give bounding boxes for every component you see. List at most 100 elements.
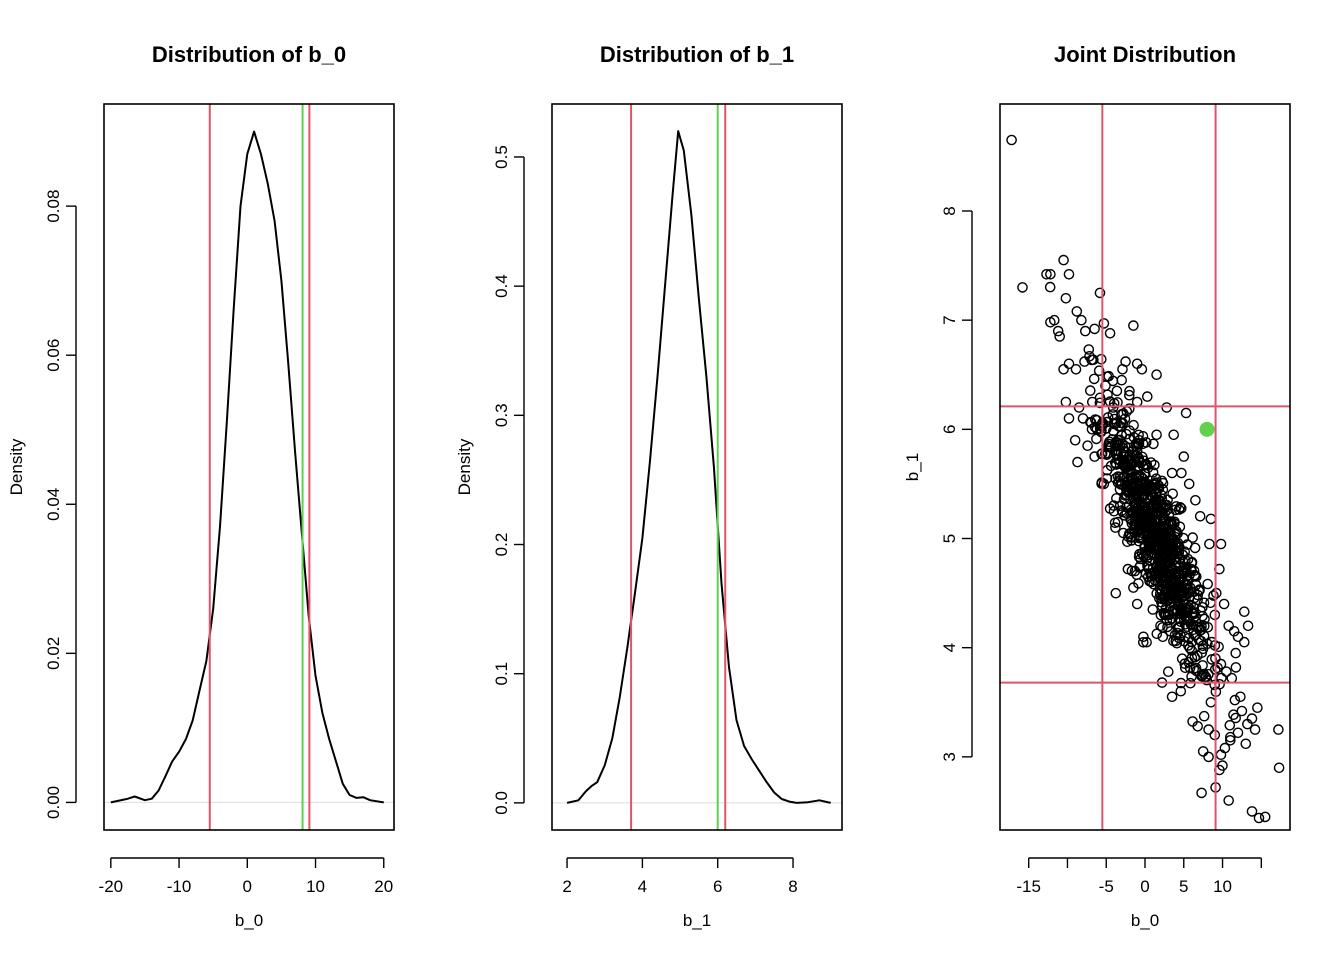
density-curve — [110, 130, 384, 804]
scatter-point — [1109, 445, 1121, 457]
y-tick-label: 5 — [940, 534, 959, 543]
scatter-point — [1044, 281, 1056, 293]
scatter-point — [1076, 314, 1087, 326]
scatter-point — [1239, 606, 1250, 618]
scatter-point — [1063, 413, 1075, 424]
scatter-point — [1197, 660, 1208, 671]
scatter-point — [1070, 363, 1082, 375]
scatter-point — [1273, 724, 1284, 735]
scatter-point — [1192, 650, 1203, 662]
x-tick-label: 10 — [1213, 877, 1232, 896]
density-panel-b1: Distribution of b_1 b_1 Density 2 4 6 8 0.0 0… — [455, 42, 843, 930]
scatter-point — [1093, 365, 1105, 377]
scatter-point — [1088, 373, 1100, 385]
scatter-point — [1197, 610, 1208, 622]
scatter-point — [1082, 440, 1093, 452]
scatter-point — [1161, 615, 1173, 626]
x-axis-label: b_0 — [235, 911, 263, 930]
scatter-point — [1142, 571, 1154, 583]
scatter-point — [1173, 569, 1185, 580]
scatter-point — [1242, 620, 1254, 632]
scatter-point — [1090, 414, 1101, 425]
scatter-point — [1167, 519, 1178, 531]
scatter-point — [1100, 380, 1111, 392]
scatter-point — [1110, 587, 1122, 599]
scatter-point — [1143, 564, 1155, 575]
scatter-point — [1178, 608, 1190, 620]
scatter-point — [1228, 626, 1240, 637]
scatter-point — [1140, 509, 1152, 521]
scatter-point — [1058, 254, 1069, 266]
scatter-point — [1128, 582, 1139, 593]
scatter-point — [1110, 473, 1121, 484]
scatter-point — [1204, 538, 1215, 550]
scatter-point — [1133, 525, 1145, 537]
scatter-point — [1124, 403, 1135, 415]
scatter-point — [1201, 674, 1213, 686]
scatter-point — [1205, 513, 1217, 525]
scatter-point — [1049, 314, 1060, 326]
scatter-point — [1122, 485, 1133, 497]
x-tick-label: -10 — [167, 877, 192, 896]
scatter-point — [1125, 532, 1137, 543]
scatter-point — [1137, 438, 1149, 450]
axes: 2 4 6 8 0.0 0.1 0.2 0.3 0.4 0.5 — [492, 103, 843, 896]
scatter-point — [1252, 702, 1263, 714]
y-axis-label: b_1 — [903, 453, 922, 481]
scatter-point — [1054, 331, 1065, 342]
scatter-point — [1205, 697, 1217, 708]
scatter-point — [1114, 471, 1126, 483]
scatter-point — [1190, 494, 1201, 506]
scatter-point — [1089, 451, 1100, 462]
scatter-point — [1072, 456, 1083, 468]
scatter-point — [1173, 504, 1185, 515]
scatter-point — [1142, 502, 1154, 513]
scatter-point — [1221, 666, 1232, 678]
scatter-point — [1145, 568, 1156, 579]
scatter-point — [1203, 751, 1214, 763]
x-tick-label: 8 — [788, 877, 797, 896]
scatter-point — [1122, 563, 1134, 575]
scatter-point — [1178, 586, 1190, 597]
scatter-point — [1142, 391, 1153, 402]
scatter-point — [1239, 636, 1250, 648]
scatter-point — [1175, 685, 1187, 697]
scatter-point — [1189, 542, 1201, 554]
scatter-point — [1168, 568, 1179, 580]
chart-title: Joint Distribution — [1054, 42, 1236, 67]
scatter-point — [1179, 619, 1191, 630]
scatter-point — [1165, 626, 1176, 637]
scatter-point — [1124, 385, 1135, 397]
plot-marks — [552, 104, 842, 830]
scatter-point — [1124, 389, 1135, 401]
axes: -15 -5 0 5 10 3 4 5 6 7 8 — [940, 103, 1291, 896]
scatter-point — [1139, 540, 1151, 552]
scatter-point — [1179, 662, 1191, 674]
scatter-point — [1137, 460, 1149, 472]
scatter-point — [1135, 560, 1146, 572]
scatter-point — [1259, 811, 1271, 823]
plot-area — [104, 104, 394, 830]
scatter-point — [1131, 491, 1143, 503]
density-curve — [566, 130, 831, 804]
scatter-point — [1116, 374, 1127, 386]
scatter-point — [1107, 402, 1119, 413]
x-axis-label: b_0 — [1131, 911, 1159, 930]
plot-marks — [1000, 104, 1290, 830]
scatter-point — [1157, 576, 1169, 588]
scatter-point — [1139, 523, 1150, 534]
scatter-point — [1156, 593, 1168, 605]
scatter-point — [1218, 598, 1230, 610]
scatter-point — [1183, 615, 1195, 627]
scatter-point — [1155, 502, 1167, 514]
scatter-point — [1195, 635, 1207, 647]
scatter-point — [1183, 602, 1195, 613]
scatter-point — [1006, 134, 1017, 146]
scatter-point — [1232, 727, 1244, 739]
scatter-point — [1133, 460, 1144, 472]
x-tick-label: 20 — [374, 877, 393, 896]
scatter-point — [1246, 713, 1258, 724]
scatter-point — [1253, 812, 1265, 824]
y-tick-label: 0.0 — [492, 791, 511, 815]
scatter-point — [1129, 565, 1141, 577]
